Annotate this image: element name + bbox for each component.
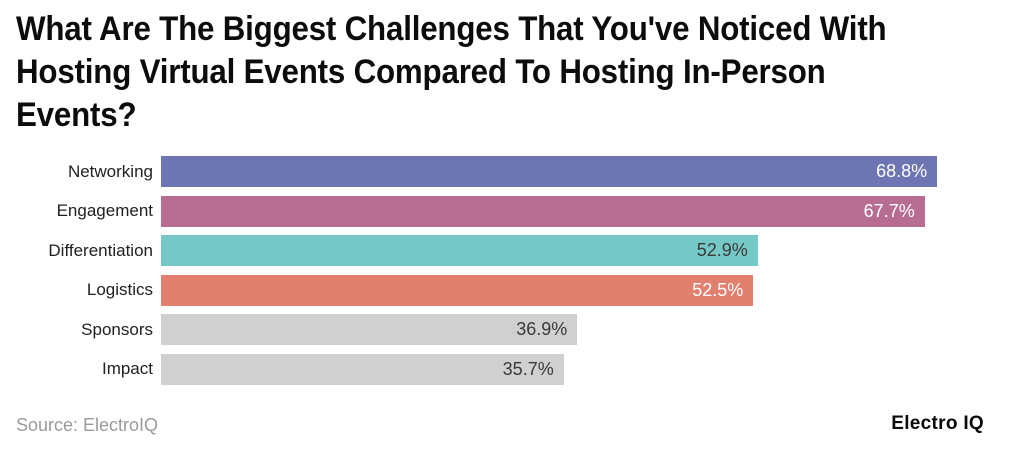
chart-title-line-1: What Are The Biggest Challenges That You…: [16, 10, 887, 48]
category-label: Sponsors: [81, 319, 153, 339]
bar: 36.9%: [161, 314, 578, 345]
value-label: 35.7%: [502, 358, 554, 379]
category-label: Networking: [67, 161, 153, 181]
chart-title: What Are The Biggest Challenges That You…: [16, 8, 1016, 137]
category-label: Differentiation: [48, 240, 153, 260]
bar-chart: Networking 68.8% Engagement 67.7% Differ…: [0, 156, 1024, 393]
bar-track: 52.5%: [161, 274, 1024, 306]
category-label: Logistics: [86, 280, 153, 299]
value-label: 52.5%: [692, 279, 744, 300]
value-label: 36.9%: [516, 319, 568, 339]
bar: 68.8%: [161, 156, 938, 187]
source-attribution: Source: ElectroIQ: [16, 415, 159, 435]
category-label: Impact: [101, 359, 153, 378]
brand-logo: Electro IQ: [891, 413, 984, 434]
value-label: 52.9%: [696, 240, 748, 260]
bar-row: Differentiation 52.9%: [0, 235, 1024, 266]
bar: 67.7%: [161, 195, 925, 227]
bar-track: 67.7%: [161, 195, 1024, 227]
chart-title-line-3: Events?: [16, 96, 137, 134]
bar-row: Impact 35.7%: [0, 353, 1024, 385]
bar-row: Engagement 67.7%: [0, 195, 1024, 227]
bar: 35.7%: [161, 353, 564, 385]
bar-track: 68.8%: [161, 156, 1024, 187]
value-label: 67.7%: [863, 200, 915, 221]
category-label: Engagement: [56, 201, 153, 220]
bar: 52.5%: [161, 274, 754, 306]
bar-rows: Networking 68.8% Engagement 67.7% Differ…: [0, 156, 1024, 385]
bar-track: 36.9%: [161, 314, 1024, 345]
bar-row: Logistics 52.5%: [0, 274, 1024, 306]
bar-track: 35.7%: [161, 353, 1024, 385]
bar: 52.9%: [161, 235, 758, 266]
bar-row: Sponsors 36.9%: [0, 314, 1024, 345]
bar-row: Networking 68.8%: [0, 156, 1024, 187]
chart-title-line-2: Hosting Virtual Events Compared To Hosti…: [16, 53, 826, 91]
value-label: 68.8%: [876, 161, 928, 181]
bar-track: 52.9%: [161, 235, 1024, 266]
